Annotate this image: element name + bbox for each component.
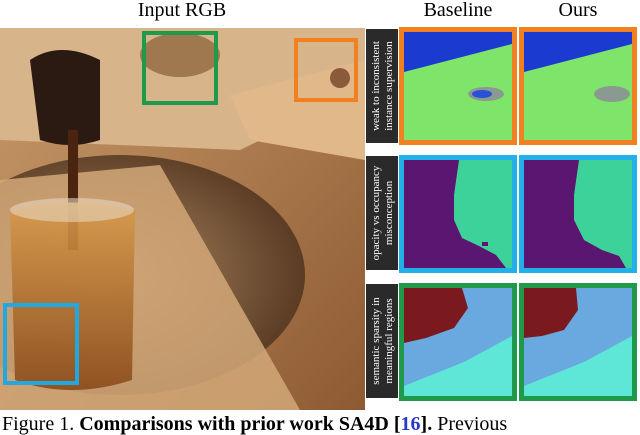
caption-text: Previous [437,413,507,435]
row-label: opacity vs occupancy misconception [366,156,398,270]
panel-border [519,27,637,145]
caption: Figure 1. Comparisons with prior work SA… [2,413,507,435]
caption-bold: ]. [421,413,433,435]
column-title: Input RGB [138,0,226,21]
panel-border [519,155,637,273]
segmentation-panel [524,32,632,140]
segmentation-panel [404,288,512,396]
citation[interactable]: 16 [401,413,421,435]
row-label-line: meaningful regions [383,298,395,383]
panel-border [519,283,637,401]
panel-border [399,155,517,273]
segmentation-panel [404,32,512,140]
row-label-line: semantic sparsity in [370,297,382,385]
segmentation-panel [524,160,632,268]
row-label: weak to inconsistent instance supervisio… [366,29,398,143]
segmentation-panel [524,288,632,396]
caption-bold: Comparisons with prior work SA4D [ [79,413,400,435]
panel-border [399,283,517,401]
row-label: semantic sparsity in meaningful regions [366,284,398,398]
caption-label: Figure 1. [2,413,74,435]
panel-border [399,27,517,145]
segmentation-panel [404,160,512,268]
row-label-line: misconception [383,180,395,245]
row-label-line: weak to inconsistent [370,41,382,131]
input-photo [0,28,365,410]
column-title: Baseline [424,0,493,21]
row-label-line: instance supervision [383,41,395,131]
column-title: Ours [559,0,598,21]
row-label-line: opacity vs occupancy [370,165,382,260]
